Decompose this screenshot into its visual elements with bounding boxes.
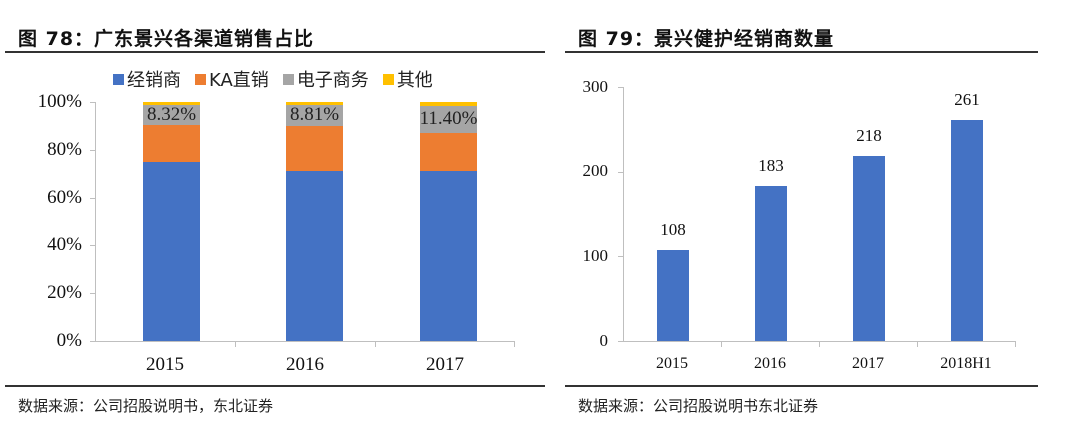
figure-79-source: 数据来源：公司招股说明书东北证券	[578, 397, 819, 415]
y-axis-tick	[618, 256, 624, 257]
y-tick-label: 300	[582, 77, 609, 96]
legend-label: 经销商	[127, 70, 181, 91]
x-axis	[90, 341, 515, 342]
y-tick-label: 0%	[56, 330, 82, 351]
bar-segment	[420, 133, 477, 172]
y-axis-tick	[618, 172, 624, 173]
x-tick-label: 2015	[146, 354, 184, 375]
figure-78-title: 图 78：广东景兴各渠道销售占比	[18, 28, 315, 50]
legend-swatch-icon	[113, 73, 124, 85]
x-axis-tick	[1015, 341, 1016, 347]
bar	[755, 186, 787, 341]
legend-label: KA直销	[209, 70, 269, 91]
x-tick-label: 2016	[754, 355, 786, 372]
bar-segment	[286, 102, 343, 105]
legend-swatch-icon	[382, 73, 394, 85]
bar-segment	[286, 125, 343, 172]
x-tick-label: 2015	[656, 355, 688, 372]
legend-label: 其他	[396, 70, 433, 91]
data-label: 11.40%	[419, 108, 478, 130]
figure-79-top-rule	[565, 51, 1038, 53]
y-tick-label: 80%	[47, 139, 82, 160]
y-axis-tick	[90, 102, 96, 103]
data-label: 8.32%	[146, 103, 197, 125]
y-tick-label: 0	[599, 331, 609, 350]
y-tick-label: 100%	[37, 91, 82, 112]
figure-78-top-rule	[5, 51, 545, 53]
x-tick-label: 2017	[852, 355, 884, 372]
legend-item-ecommerce: 电子商务	[282, 66, 369, 92]
figure-78-panel: 图 78：广东景兴各渠道销售占比 经销商 KA直销 电子商务 其他 100% 8…	[0, 0, 545, 415]
bar-segment	[420, 171, 477, 341]
bar-segment	[420, 102, 477, 106]
data-label: 218	[856, 126, 882, 146]
legend-swatch-icon	[282, 73, 294, 85]
bar-segment	[286, 171, 343, 341]
stacked-bar-chart: 100% 80% 60% 40% 20% 0% 8.32% 8.81% 11.40%…	[0, 0, 545, 400]
x-axis-tick	[235, 341, 236, 347]
bar-chart: 300 200 100 0 108 183 218 261 2015 2016 201…	[540, 0, 1080, 400]
legend-swatch-icon	[195, 73, 206, 85]
legend-item-other: 其他	[382, 66, 433, 92]
x-axis-tick	[514, 341, 515, 347]
bar-segment	[286, 104, 343, 126]
x-axis-tick	[819, 341, 820, 347]
x-axis-tick	[721, 341, 722, 347]
x-axis-tick	[375, 341, 376, 347]
y-axis-tick	[90, 293, 96, 294]
data-label: 108	[660, 219, 686, 239]
data-label: 8.81%	[289, 104, 340, 126]
y-tick-label: 20%	[47, 282, 82, 303]
x-tick-label: 2017	[426, 354, 464, 375]
y-axis-tick	[90, 198, 96, 199]
y-tick-label: 100	[582, 246, 609, 265]
bar	[951, 120, 983, 341]
bar-segment	[143, 102, 200, 105]
figure-79-panel: 图 79：景兴健护经销商数量 300 200 100 0 108 183 218 26…	[540, 0, 1080, 443]
y-axis-tick	[90, 245, 96, 246]
figure-79-bottom-rule	[565, 385, 1038, 387]
data-label: 183	[758, 156, 784, 176]
x-axis	[618, 341, 1016, 342]
y-axis	[623, 87, 624, 341]
legend-item-distributor: 经销商	[113, 66, 181, 92]
bar	[657, 249, 689, 341]
figure-78-source: 数据来源：公司招股说明书，东北证券	[18, 397, 274, 415]
y-axis	[95, 102, 96, 341]
y-tick-label: 200	[582, 161, 609, 180]
figure-79-title: 图 79：景兴健护经销商数量	[578, 28, 835, 50]
y-axis-tick	[618, 87, 624, 88]
y-axis-tick	[90, 150, 96, 151]
bar-segment	[143, 161, 200, 341]
x-tick-label: 2016	[286, 354, 324, 375]
y-tick-label: 60%	[47, 187, 82, 208]
y-tick-label: 40%	[47, 234, 82, 255]
x-tick-label: 2018H1	[940, 355, 992, 372]
data-label: 261	[954, 90, 980, 110]
bar-segment	[420, 105, 477, 134]
figure-78-bottom-rule	[5, 385, 545, 387]
x-axis-tick	[917, 341, 918, 347]
bar	[853, 156, 885, 341]
bar-segment	[143, 104, 200, 125]
bar-segment	[143, 124, 200, 162]
figure-78-legend: 经销商 KA直销 电子商务 其他	[113, 66, 433, 92]
legend-item-ka-direct: KA直销	[195, 66, 269, 92]
legend-label: 电子商务	[296, 70, 369, 91]
